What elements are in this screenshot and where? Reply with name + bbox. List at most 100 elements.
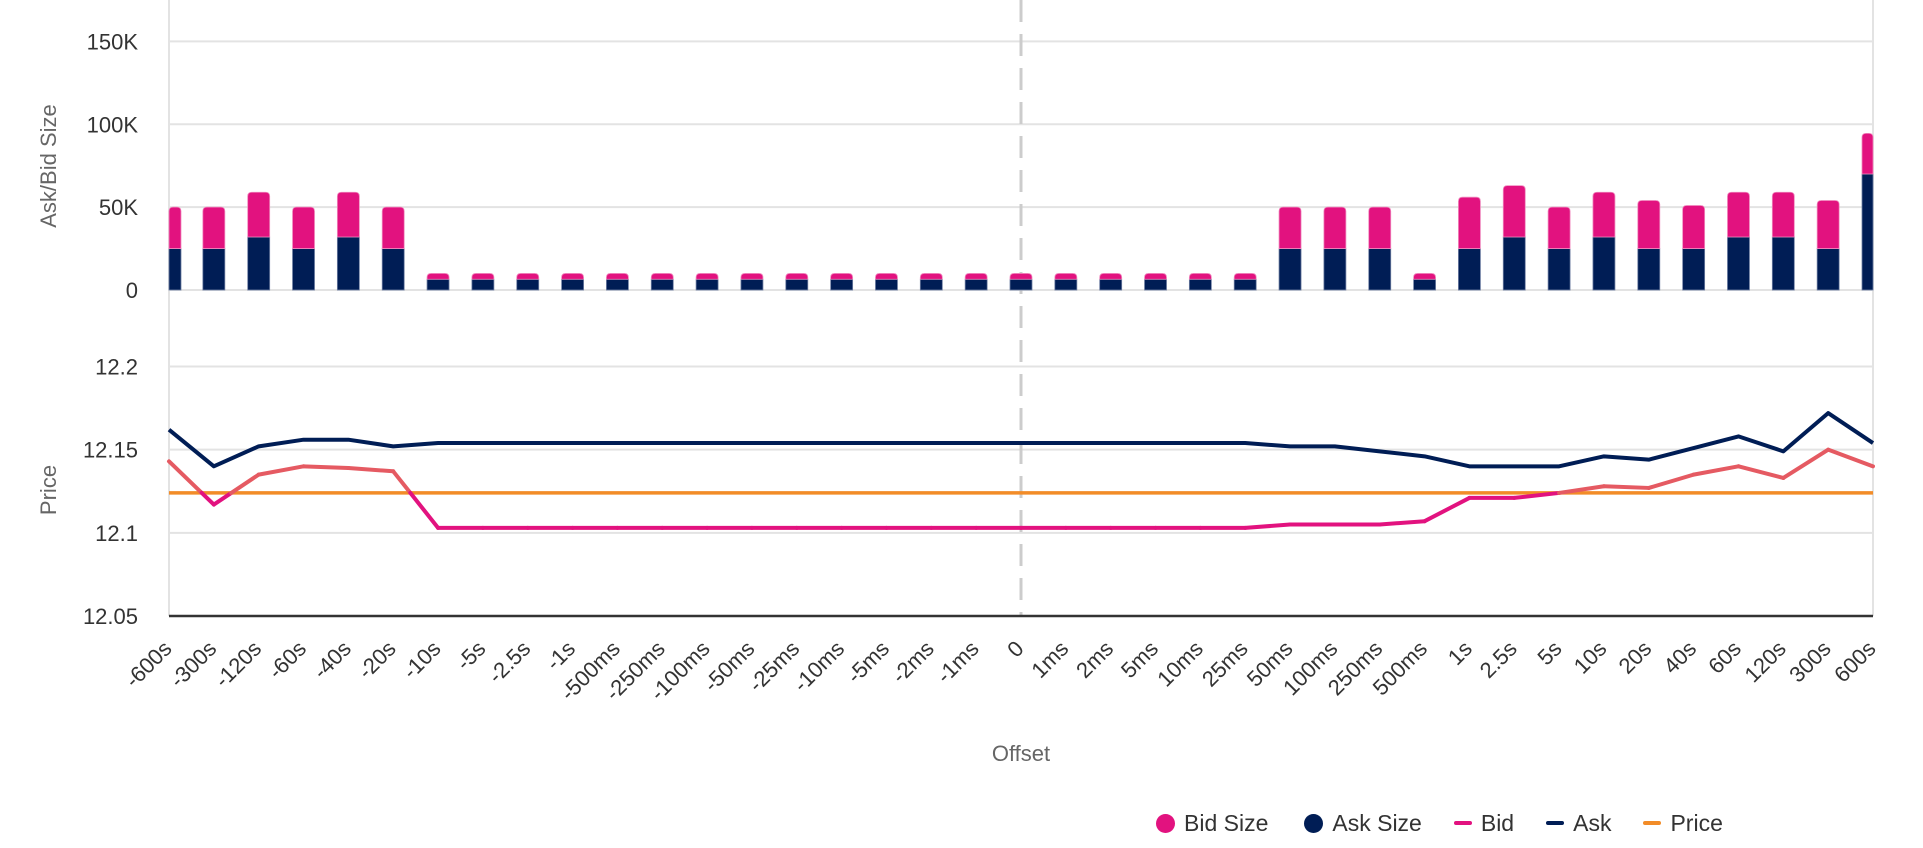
bid-size-bar [1233, 273, 1257, 280]
bid-size-bar [1009, 273, 1033, 280]
bid-line-segment [1422, 495, 1472, 524]
ask-size-bar [1413, 278, 1436, 291]
bid-line-segment [1512, 490, 1562, 500]
y-tick-label: 0 [126, 278, 138, 303]
bid-size-bar [292, 206, 315, 249]
bid-line-segment [1781, 447, 1831, 480]
y-tick-label: 12.1 [95, 521, 138, 546]
x-tick-label: -5ms [842, 636, 894, 688]
y-tick-label: 100K [87, 112, 139, 137]
ask-size-bar [1771, 236, 1795, 291]
legend-item-bid-size[interactable]: Bid Size [1150, 810, 1268, 837]
bid-line-segment [229, 472, 261, 495]
x-tick-label: -10ms [788, 636, 849, 697]
ask-size-bar [1727, 236, 1750, 291]
bid-line-segment [1691, 464, 1741, 477]
bid-line-segment [1736, 464, 1786, 480]
ask-size-bar [168, 248, 182, 291]
bid-line-segment [408, 490, 441, 530]
bid-line-segment [1243, 522, 1293, 530]
bid-size-bar [1413, 273, 1436, 280]
bid-size-bar [1054, 273, 1078, 280]
ask-size-bar [202, 248, 226, 291]
ask-size-bar [1099, 278, 1123, 291]
legend-item-bid[interactable]: Bid [1452, 810, 1514, 837]
bid-line-segment [346, 465, 396, 474]
ask-size-bar [1547, 248, 1571, 291]
ask-size-bar [516, 278, 540, 291]
bid-size-bar [964, 273, 988, 280]
ask-size-bar [1861, 173, 1874, 291]
ask-size-bar [1054, 278, 1078, 291]
legend-item-ask[interactable]: Ask [1544, 810, 1611, 837]
legend-label: Ask Size [1332, 809, 1422, 836]
legend-label: Bid Size [1184, 809, 1269, 836]
ask-size-bar [1323, 248, 1347, 291]
x-tick-label: -10s [398, 636, 446, 684]
bid-size-bar [606, 273, 629, 280]
x-tick-label: -300s [165, 636, 222, 693]
bid-size-bar [650, 273, 674, 280]
bid-size-dot-icon [1156, 813, 1175, 833]
x-tick-label: 600s [1829, 636, 1880, 687]
x-tick-label: 1s [1443, 636, 1477, 670]
y-tick-label: 12.05 [83, 604, 138, 629]
bid-size-bar [1458, 196, 1481, 249]
bid-size-bar [1727, 191, 1750, 238]
ask-size-bar [695, 278, 719, 291]
x-tick-label: -50ms [699, 636, 760, 697]
y-tick-label: 12.15 [83, 438, 138, 463]
ask-line [167, 411, 1875, 469]
bid-size-bar [1368, 206, 1392, 249]
x-tick-label: 5s [1533, 636, 1567, 670]
x-tick-label: -2.5s [483, 636, 535, 688]
ask-size-bar [1637, 248, 1661, 291]
legend-item-price[interactable]: Price [1641, 810, 1723, 837]
bid-size-bar [1188, 273, 1212, 280]
legend-label: Bid [1480, 809, 1515, 836]
ask-size-bar [381, 248, 405, 291]
bid-size-bar [1323, 206, 1347, 249]
bid-size-bar [1771, 191, 1795, 238]
price-axis-title: Price [36, 465, 61, 515]
ask-size-bar [964, 278, 988, 291]
bid-line-segment [1601, 484, 1651, 490]
x-tick-label: 0 [1002, 636, 1028, 662]
ask-size-bar [1816, 248, 1840, 291]
price-lines [167, 411, 1875, 530]
ask-size-bar [561, 278, 584, 291]
legend-item-ask-size[interactable]: Ask Size [1298, 809, 1422, 837]
x-tick-label: 10ms [1152, 636, 1208, 692]
bid-size-bar [202, 206, 226, 249]
ask-size-bar [606, 278, 629, 291]
bid-size-bar [1278, 206, 1302, 249]
x-tick-label: 300s [1784, 636, 1835, 687]
legend: Bid Size Ask Size Bid Ask Price [1150, 808, 1753, 838]
bid-line-segment [301, 464, 351, 470]
y-tick-label: 12.2 [95, 355, 138, 380]
bid-size-bar [695, 273, 719, 280]
bid-size-bar [1682, 205, 1706, 249]
x-axis-title: Offset [992, 741, 1050, 766]
x-tick-label: 60s [1703, 636, 1746, 679]
x-tick-label: -1ms [931, 636, 983, 688]
ask-size-bar [650, 278, 674, 291]
bid-line-segment [1646, 472, 1696, 490]
bid-line-segment [199, 490, 216, 507]
x-tick-label: -25ms [743, 636, 804, 697]
y-tick-label: 150K [87, 29, 139, 54]
ask-size-bar [875, 278, 898, 291]
bid-size-bar [740, 273, 764, 280]
x-tick-label: -20s [353, 636, 401, 684]
ask-size-bar [471, 278, 495, 291]
x-tick-label: 10s [1569, 636, 1612, 679]
ask-size-bar [830, 278, 854, 291]
bid-size-bar [1099, 273, 1123, 280]
x-tick-label: -60s [263, 636, 311, 684]
ask-size-bar [785, 278, 809, 291]
bid-size-bar [561, 273, 584, 280]
bid-line-icon [1453, 821, 1472, 825]
ask-size-dot-icon [1304, 813, 1324, 833]
bid-size-bar [919, 273, 943, 280]
